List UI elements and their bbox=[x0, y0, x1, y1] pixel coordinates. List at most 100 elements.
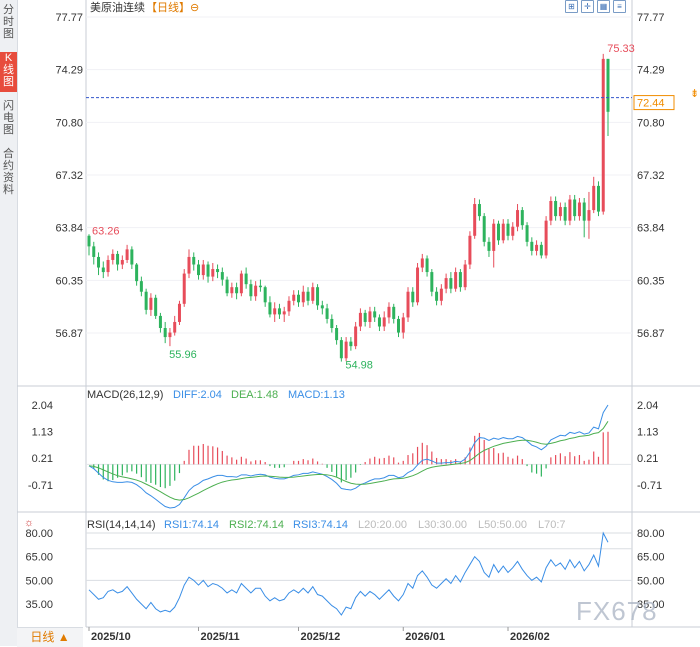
candle-body bbox=[211, 269, 215, 277]
rsi-legend-l20: L20:20.00 bbox=[358, 519, 407, 531]
price-tick-label-right: 56.87 bbox=[637, 328, 665, 340]
settings-icon[interactable]: ≡ bbox=[613, 0, 626, 13]
tab-timeshare-chart[interactable]: 分时图 bbox=[3, 4, 14, 40]
candle-body bbox=[582, 202, 586, 221]
candle-body bbox=[263, 287, 267, 303]
candle-body bbox=[249, 284, 253, 297]
candle-body bbox=[435, 291, 439, 301]
candle-body bbox=[411, 291, 415, 303]
candle-body bbox=[135, 264, 139, 282]
chart-toolbar: ⊞ ✛ ▦ ≡ bbox=[565, 0, 626, 14]
collapse-icon[interactable]: ⊖ bbox=[190, 2, 199, 14]
period-selector-button[interactable]: 日线 ▲ bbox=[17, 627, 83, 647]
price-marker-icon[interactable]: ⇟ bbox=[690, 88, 699, 100]
rsi-tick-label-right: 50.00 bbox=[637, 575, 665, 587]
current-price-box bbox=[633, 95, 675, 111]
candle-body bbox=[563, 207, 567, 221]
candle-body bbox=[401, 317, 405, 333]
price-tick-label-left: 56.87 bbox=[55, 328, 83, 340]
x-axis-label: 2025/12 bbox=[301, 631, 341, 643]
tab-contract-info[interactable]: 合约资料 bbox=[3, 148, 14, 196]
candle-body bbox=[258, 285, 262, 288]
candle-body bbox=[501, 223, 505, 241]
candle-body bbox=[558, 207, 562, 217]
sun-icon[interactable]: ☼ bbox=[24, 517, 34, 529]
candle-body bbox=[487, 241, 491, 251]
candle-body bbox=[454, 272, 458, 289]
macd-tick-label-right: -0.71 bbox=[637, 480, 662, 492]
candle-body bbox=[320, 305, 324, 309]
candle-body bbox=[125, 249, 129, 260]
x-axis-label: 2026/02 bbox=[510, 631, 550, 643]
rsi-tick-label-left: 50.00 bbox=[25, 575, 53, 587]
candle-body bbox=[373, 311, 377, 318]
tab-kline-chart[interactable]: K线图 bbox=[0, 52, 17, 92]
rsi-legend-l70: L70:7 bbox=[538, 519, 566, 531]
candle-body bbox=[449, 278, 453, 289]
price-annotations: 75.33 63.26 55.96 54.98 bbox=[92, 43, 635, 372]
candle-body bbox=[525, 225, 529, 242]
candle-body bbox=[206, 264, 210, 277]
rsi-tick-label-left: 80.00 bbox=[25, 528, 53, 540]
rsi-title: RSI(14,14,14) bbox=[87, 519, 155, 531]
macd-title: MACD(26,12,9) bbox=[87, 389, 163, 401]
start-price-label: 63.26 bbox=[92, 225, 120, 237]
rsi-legend-rsi2: RSI2:74.14 bbox=[229, 519, 284, 531]
macd-dea-line bbox=[88, 421, 609, 501]
candle-body bbox=[87, 235, 91, 247]
chart-title: 美原油连续 bbox=[90, 0, 145, 14]
candle-body bbox=[596, 185, 600, 212]
grid-icon[interactable]: ⊞ bbox=[565, 0, 578, 13]
price-tick-label-right: 70.80 bbox=[637, 117, 665, 129]
candle-body bbox=[344, 341, 348, 359]
low-price-label-2: 54.98 bbox=[345, 360, 373, 372]
candle-body bbox=[158, 315, 162, 329]
price-tick-label-left: 70.80 bbox=[55, 117, 83, 129]
candle-body bbox=[463, 264, 467, 288]
rsi-tick-label-right: 35.00 bbox=[637, 599, 665, 611]
candle-body bbox=[330, 318, 334, 329]
candle-body bbox=[530, 241, 534, 251]
rsi-legend-rsi3: RSI3:74.14 bbox=[293, 519, 348, 531]
candle-body bbox=[568, 199, 572, 221]
price-tick-label-right: 60.35 bbox=[637, 275, 665, 287]
candle-body bbox=[316, 287, 320, 306]
candle-body bbox=[139, 281, 143, 292]
candle-body bbox=[354, 326, 358, 347]
watermark-logo: FX678 bbox=[576, 596, 658, 626]
price-candles bbox=[87, 53, 610, 362]
macd-tick-label-right: 2.04 bbox=[637, 400, 658, 412]
period-tag: 【日线】 bbox=[146, 0, 190, 14]
calendar-icon[interactable]: ▦ bbox=[597, 0, 610, 13]
cross-icon[interactable]: ✛ bbox=[581, 0, 594, 13]
candle-body bbox=[492, 223, 496, 251]
candle-body bbox=[197, 264, 201, 276]
candle-body bbox=[544, 220, 548, 256]
candle-body bbox=[268, 302, 272, 315]
candle-body bbox=[520, 210, 524, 226]
candle-body bbox=[235, 287, 239, 294]
rsi-tick-label-left: 35.00 bbox=[25, 599, 53, 611]
candle-body bbox=[601, 58, 605, 212]
price-y-axis-ticks: 77.77 77.77 74.29 74.29 70.80 70.80 67.32 67.32… bbox=[55, 12, 664, 340]
tab-flash-chart[interactable]: 闪电图 bbox=[3, 100, 14, 136]
candle-body bbox=[177, 303, 181, 322]
price-tick-label-left: 77.77 bbox=[55, 12, 83, 24]
candle-body bbox=[592, 185, 596, 211]
candle-body bbox=[244, 273, 248, 285]
candle-body bbox=[468, 235, 472, 265]
candle-body bbox=[230, 287, 234, 294]
candle-body bbox=[97, 256, 101, 268]
candle-body bbox=[106, 259, 110, 273]
candle-body bbox=[173, 321, 177, 333]
macd-diff-line bbox=[88, 404, 609, 509]
macd-tick-label-left: 2.04 bbox=[32, 400, 53, 412]
candle-body bbox=[377, 317, 381, 327]
macd-tick-label-right: 1.13 bbox=[637, 426, 658, 438]
candle-body bbox=[287, 300, 291, 312]
macd-y-axis-ticks: 2.04 2.04 1.13 1.13 0.21 0.21 -0.71 -0.71 bbox=[28, 400, 662, 492]
candle-body bbox=[282, 311, 286, 315]
candle-body bbox=[239, 273, 243, 294]
low-price-label-1: 55.96 bbox=[169, 349, 197, 361]
